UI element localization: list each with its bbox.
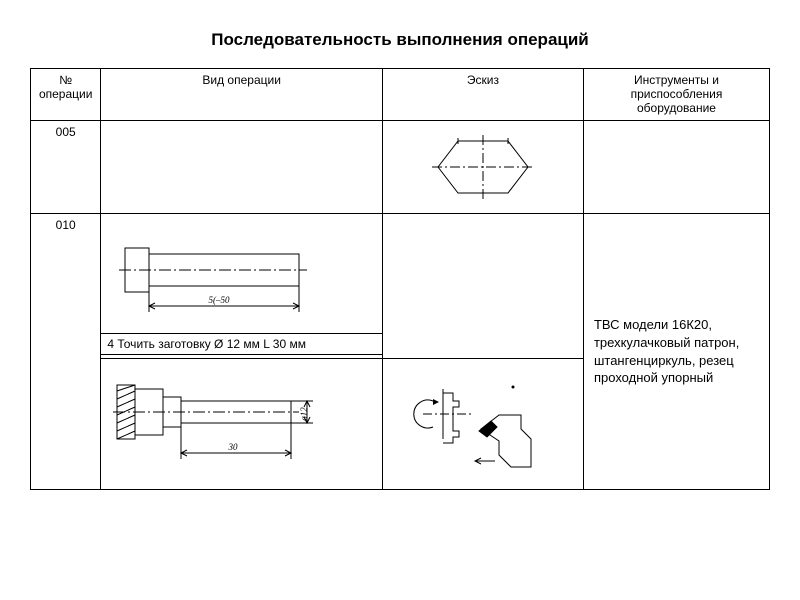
dim-dia-label: ø12 (299, 407, 309, 422)
op-number: 010 (31, 214, 101, 490)
dim-label: 5(–50 (209, 295, 230, 305)
op-type-cell: 30 ø12 (101, 359, 383, 490)
header-sketch: Эскиз (382, 69, 583, 121)
hexagon-icon (428, 131, 538, 203)
header-row: № операции Вид операции Эскиз Инструмент… (31, 69, 770, 121)
dim-length-label: 30 (228, 442, 239, 452)
op-type-cell (101, 121, 383, 214)
tools-cell: ТВС модели 16К20, трехкулачковый патрон,… (583, 214, 769, 490)
sketch-cell (382, 214, 583, 359)
blank-sketch-icon: 5(–50 (111, 234, 361, 322)
page-title: Последовательность выполнения операций (30, 30, 770, 50)
turned-part-icon: 30 ø12 (107, 367, 357, 477)
header-op: Вид операции (101, 69, 383, 121)
table-row: 005 (31, 121, 770, 214)
header-num: № операции (31, 69, 101, 121)
sketch-cell (382, 121, 583, 214)
op-number: 005 (31, 121, 101, 214)
header-tools: Инструменты и приспособления оборудовани… (583, 69, 769, 121)
cutting-tool-icon (403, 369, 563, 479)
operations-table: № операции Вид операции Эскиз Инструмент… (30, 68, 770, 490)
sketch-cell (382, 359, 583, 490)
sub-operation-label: 4 Точить заготовку Ø 12 мм L 30 мм (101, 333, 382, 355)
table-row: 010 (31, 214, 770, 359)
op-type-cell: 5(–50 4 Точить заготовку Ø 12 мм L 30 мм (101, 214, 383, 359)
tools-cell (583, 121, 769, 214)
